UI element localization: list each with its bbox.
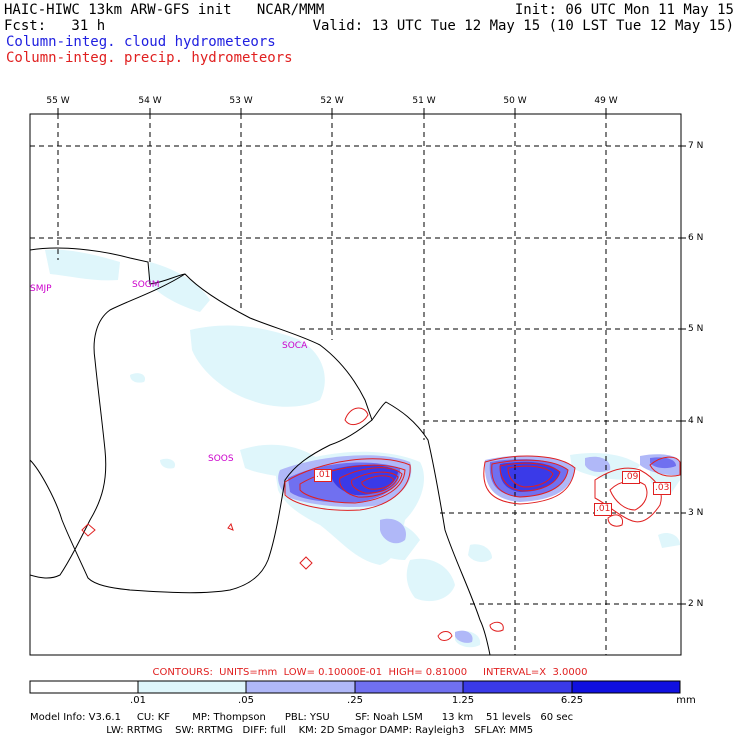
init-time: Init: 06 UTC Mon 11 May 15 xyxy=(514,2,734,18)
contour-label: .01 xyxy=(594,503,613,516)
lat-lon-grid xyxy=(30,114,681,655)
precip-contours xyxy=(81,407,681,641)
cloud-field-label: Column-integ. cloud hydrometeors xyxy=(6,34,276,50)
lat-label-6n: 6 N xyxy=(688,233,704,243)
colorbar xyxy=(29,680,681,694)
contour-label: .03 xyxy=(653,482,672,495)
forecast-hour: Fcst: 31 h xyxy=(4,18,106,34)
lon-label-49w: 49 W xyxy=(594,96,618,106)
lat-label-4n: 4 N xyxy=(688,416,704,426)
colorbar-label: .01 xyxy=(130,695,146,706)
model-info-line1: Model Info: V3.6.1 CU: KF MP: Thompson P… xyxy=(30,712,574,723)
colorbar-label: .05 xyxy=(238,695,254,706)
station-soca: SOCA xyxy=(282,341,308,351)
lon-label-50w: 50 W xyxy=(503,96,527,106)
colorbar-label: 6.25 xyxy=(560,695,584,706)
station-sogm: SOGM xyxy=(132,280,160,290)
lon-label-54w: 54 W xyxy=(138,96,162,106)
plot-frame xyxy=(29,113,682,656)
lat-label-2n: 2 N xyxy=(688,599,704,609)
contour-label: .01 xyxy=(314,469,333,482)
title-model: HAIC-HIWC 13km ARW-GFS init NCAR/MMM xyxy=(4,2,325,18)
axis-ticks xyxy=(57,108,686,605)
station-smjp: SMJP xyxy=(30,284,52,294)
lon-label-53w: 53 W xyxy=(229,96,253,106)
lat-label-3n: 3 N xyxy=(688,508,704,518)
valid-time: Valid: 13 UTC Tue 12 May 15 (10 LST Tue … xyxy=(312,18,734,34)
coastline xyxy=(30,247,491,655)
model-info-line2: LW: RRTMG SW: RRTMG DIFF: full KM: 2D Sm… xyxy=(30,725,534,736)
lon-label-52w: 52 W xyxy=(320,96,344,106)
colorbar-label: 1.25 xyxy=(451,695,475,706)
colorbar-unit: mm xyxy=(676,695,696,706)
lon-label-51w: 51 W xyxy=(412,96,436,106)
contour-info: CONTOURS: UNITS=mm LOW= 0.10000E-01 HIGH… xyxy=(152,667,588,678)
precip-field-label: Column-integ. precip. hydrometeors xyxy=(6,50,293,66)
colorbar-label: .25 xyxy=(347,695,363,706)
lon-label-55w: 55 W xyxy=(46,96,70,106)
station-soos: SOOS xyxy=(208,454,234,464)
contour-label: .09 xyxy=(622,471,641,484)
lat-label-5n: 5 N xyxy=(688,324,704,334)
lat-label-7n: 7 N xyxy=(688,141,704,151)
